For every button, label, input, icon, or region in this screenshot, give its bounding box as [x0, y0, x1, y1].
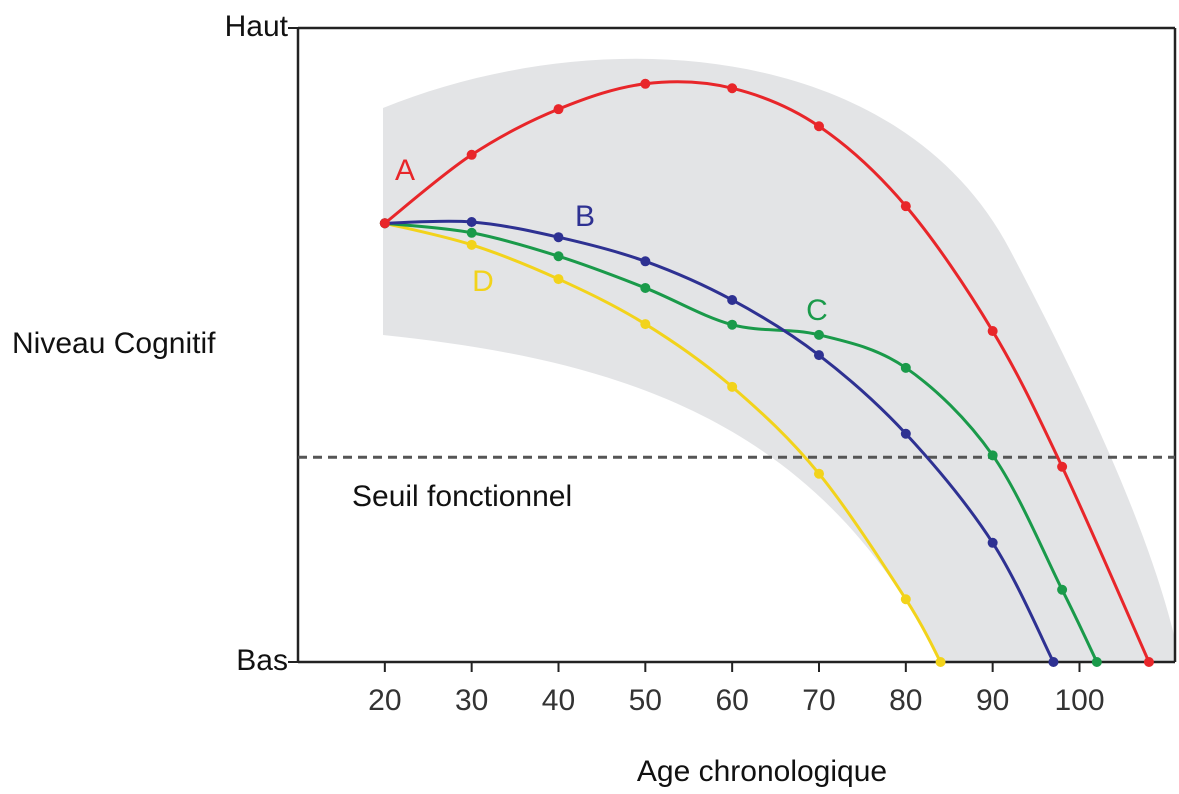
point [900, 594, 911, 605]
point [813, 121, 824, 132]
y-tick-label: Haut [225, 10, 289, 43]
point [813, 468, 824, 479]
point [553, 274, 564, 285]
point [1091, 657, 1102, 667]
x-tick-label: 40 [542, 684, 575, 717]
point [987, 537, 998, 548]
point [553, 104, 564, 115]
point [987, 450, 998, 461]
x-tick-label: 60 [715, 684, 748, 717]
point [813, 329, 824, 340]
x-tick-label: 50 [629, 684, 662, 717]
series-label: B [575, 200, 595, 233]
y-tick-label: Bas [236, 644, 288, 677]
y-axis-label: Niveau Cognitif [12, 327, 216, 360]
point [900, 362, 911, 373]
point [900, 201, 911, 212]
point [935, 657, 946, 667]
x-tick-label: 90 [976, 684, 1009, 717]
point [727, 381, 738, 392]
series-line [384, 219, 1055, 662]
point [466, 239, 477, 250]
point [727, 319, 738, 330]
point [1143, 657, 1154, 667]
series-label: A [395, 154, 415, 187]
x-tick-label: 20 [368, 684, 401, 717]
point [553, 232, 564, 243]
point [727, 294, 738, 305]
point [987, 326, 998, 337]
point [466, 149, 477, 160]
series-label: D [472, 265, 494, 298]
point [900, 428, 911, 439]
threshold-label: Seuil fonctionnel [352, 480, 572, 513]
point [727, 83, 738, 94]
point [640, 256, 651, 267]
series-line [384, 221, 1099, 662]
point [813, 350, 824, 361]
series-label: C [806, 294, 828, 327]
x-tick-label: 100 [1054, 684, 1104, 717]
point [640, 78, 651, 89]
point [466, 227, 477, 238]
point [1048, 657, 1059, 667]
series-line [384, 221, 942, 662]
x-tick-label: 70 [802, 684, 835, 717]
point [1057, 584, 1068, 595]
x-axis-label: Age chronologique [637, 755, 887, 788]
point [466, 217, 477, 228]
point [640, 282, 651, 293]
range-band [383, 58, 1175, 662]
point [553, 251, 564, 262]
point [640, 319, 651, 330]
point [379, 218, 390, 229]
x-tick-label: 80 [889, 684, 922, 717]
point [1057, 461, 1068, 472]
x-tick-label: 30 [455, 684, 488, 717]
